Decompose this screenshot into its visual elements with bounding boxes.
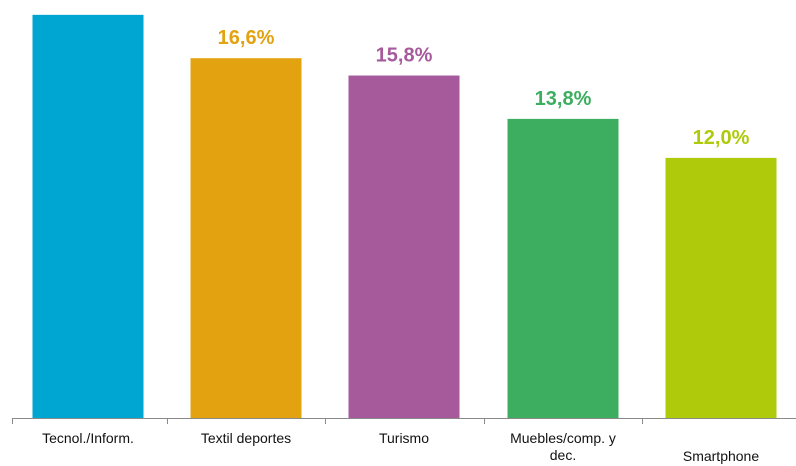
x-tick-labels-group: Tecnol./Inform. Textil deportes Turismo Mue… — [42, 430, 759, 464]
value-label-5: 12,0% — [693, 127, 750, 149]
bar-2 — [190, 58, 302, 419]
x-tick-label-4-line-2: dec. — [550, 447, 576, 463]
x-axis — [12, 418, 796, 424]
bar-5 — [665, 157, 777, 418]
value-label-3: 15,8% — [376, 45, 433, 67]
bar-3 — [348, 75, 460, 418]
x-tick-label-5: Smartphone — [683, 448, 759, 464]
bar-1 — [32, 14, 144, 418]
value-label-4: 13,8% — [535, 88, 592, 110]
x-tick-label-3: Turismo — [379, 430, 429, 446]
x-tick-label-2: Textil deportes — [201, 430, 291, 446]
bar-4 — [507, 118, 619, 418]
value-labels-group: 16,6% 15,8% 13,8% 12,0% — [218, 27, 750, 149]
x-tick-label-1: Tecnol./Inform. — [42, 430, 134, 446]
bars-group — [32, 14, 777, 419]
x-tick-label-4-line-1: Muebles/comp. y — [510, 430, 616, 446]
value-label-2: 16,6% — [218, 27, 275, 49]
